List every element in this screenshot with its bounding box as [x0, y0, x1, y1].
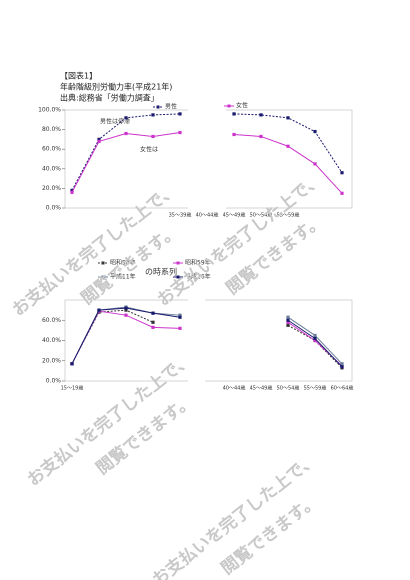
- data-point: [259, 134, 263, 139]
- x-tick-label: 55～59歳: [304, 385, 327, 392]
- x-tick-label: 40～44歳: [223, 385, 246, 392]
- x-tick-label: 50～54歳: [277, 385, 300, 392]
- legend-marker: [101, 275, 105, 279]
- legend-marker: [227, 104, 231, 108]
- data-point: [313, 162, 317, 166]
- data-point: [286, 323, 290, 327]
- y-tick-label: 40.0%: [42, 337, 61, 344]
- legend-label: 昭和59年: [185, 259, 211, 267]
- legend-marker: [156, 105, 160, 109]
- legend-label: 男性: [165, 103, 177, 111]
- figure-title: 年齢階級別労働力率(平成21年): [60, 82, 172, 92]
- data-point: [340, 171, 344, 175]
- data-point: [151, 311, 155, 315]
- data-point: [232, 112, 236, 116]
- x-tick-label: 50～54歳: [250, 212, 273, 219]
- hidden-area: [188, 108, 226, 210]
- data-point: [178, 313, 182, 317]
- x-tick-label: 35～39歳: [169, 212, 192, 219]
- data-point: [70, 188, 74, 192]
- data-point: [124, 131, 128, 136]
- y-tick-label: 20.0%: [42, 185, 61, 192]
- series-line: [71, 309, 154, 365]
- figure-label: 【図表1】: [60, 71, 97, 81]
- data-point: [313, 338, 317, 343]
- chart-title: の時系列: [145, 267, 177, 277]
- legend-label: 平成11年: [110, 273, 136, 281]
- charts: 0.0% 20.0% 40.0% 60.0% 80.0% 100.0% 35～39歳 40～4…: [38, 102, 353, 392]
- y-tick-label: 60.0%: [42, 317, 61, 324]
- data-point: [313, 333, 317, 338]
- x-tick-label: 40～44歳: [196, 212, 219, 219]
- legend-marker: [176, 275, 180, 279]
- series-line: [233, 134, 343, 194]
- data-point: [151, 113, 155, 117]
- data-point: [124, 313, 128, 317]
- data-point: [70, 362, 74, 366]
- data-point: [178, 112, 182, 116]
- series-line: [71, 310, 181, 365]
- x-tick-label: 60～64歳: [331, 385, 354, 392]
- data-point: [70, 190, 74, 194]
- y-tick-label: 100.0%: [38, 107, 61, 114]
- data-point: [340, 362, 344, 366]
- data-point: [178, 130, 182, 135]
- data-point: [151, 134, 155, 139]
- series-line: [233, 113, 343, 173]
- data-point: [286, 318, 290, 322]
- data-point: [286, 116, 290, 120]
- data-point: [232, 132, 236, 137]
- y-tick-label: 40.0%: [42, 165, 61, 172]
- y-tick-label: 0.0%: [46, 378, 62, 385]
- legend-marker: [176, 261, 180, 265]
- data-point: [124, 116, 128, 120]
- annotation: 女性は: [140, 146, 158, 154]
- x-tick-label: 15～19歳: [61, 385, 84, 392]
- data-point: [178, 315, 182, 319]
- data-point: [151, 325, 155, 329]
- data-point: [259, 113, 263, 117]
- legend-marker: [101, 261, 105, 265]
- legend-label: 女性: [236, 102, 248, 110]
- y-tick-label: 20.0%: [42, 357, 61, 364]
- data-point: [340, 191, 344, 195]
- data-point: [286, 144, 290, 148]
- data-point: [286, 320, 290, 324]
- series-line: [287, 324, 343, 369]
- data-point: [124, 308, 128, 312]
- data-point: [313, 336, 317, 341]
- data-point: [340, 365, 344, 369]
- data-point: [151, 320, 155, 324]
- data-point: [313, 129, 317, 134]
- annotation: 男性は停滞: [100, 118, 130, 126]
- data-point: [124, 306, 128, 310]
- hidden-area: [188, 298, 205, 383]
- data-point: [97, 308, 101, 312]
- legend-label: 昭和54年: [110, 259, 136, 267]
- y-tick-label: 80.0%: [42, 126, 61, 133]
- x-tick-label: 45～49歳: [250, 385, 273, 392]
- x-tick-label: 45～49歳: [223, 212, 246, 219]
- watermarks: お支払いを完了した上で、閲覧できます。お支払いを完了した上で、閲覧できます。お支…: [8, 169, 327, 580]
- figure-source: 出典:総務省「労働力調査」: [60, 93, 159, 103]
- legend-label: 平成16年: [185, 273, 211, 281]
- y-tick-label: 60.0%: [42, 146, 61, 153]
- data-point: [178, 326, 182, 330]
- data-point: [97, 137, 101, 141]
- y-tick-label: 0.0%: [46, 205, 62, 212]
- x-tick-label: 55～59歳: [277, 212, 300, 219]
- data-point: [286, 315, 290, 319]
- data-point: [97, 139, 101, 143]
